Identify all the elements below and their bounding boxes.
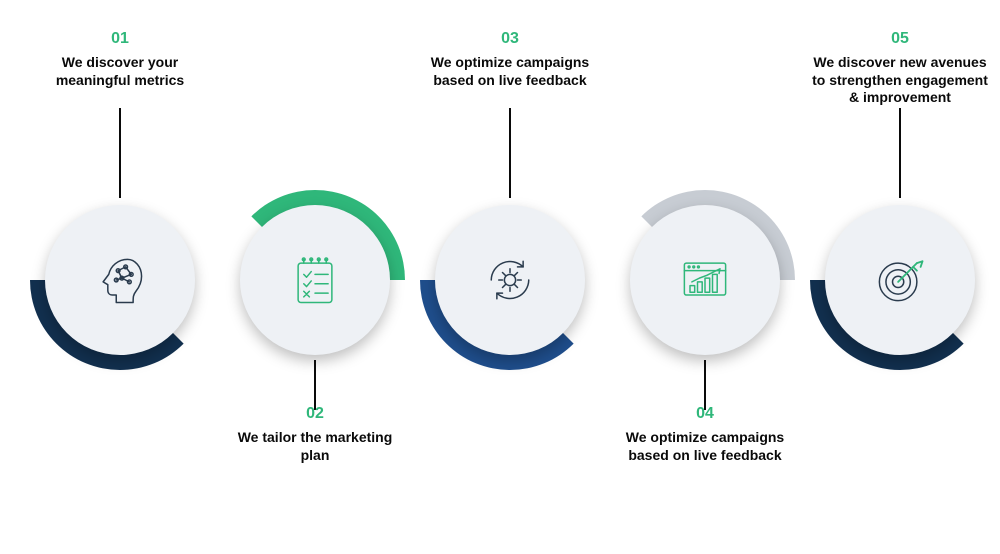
step-5-number: 05 (810, 30, 990, 48)
step-3-desc: We optimize campaigns based on live feed… (420, 54, 600, 89)
step-2-connector (314, 360, 316, 410)
step-2-label: 02 We tailor the marketing plan (225, 405, 405, 464)
step-5: 05 We discover new avenues to strengthen… (800, 0, 1000, 554)
step-4: 04 We optimize campaigns based on live f… (605, 0, 805, 554)
step-4-circle (630, 205, 780, 355)
step-4-connector (704, 360, 706, 410)
step-4-node (615, 190, 795, 370)
step-5-node (810, 190, 990, 370)
step-5-connector (899, 108, 901, 198)
step-5-circle (825, 205, 975, 355)
step-4-number: 04 (615, 405, 795, 423)
step-1: 01 We discover your meaningful metrics (20, 0, 220, 554)
checklist-icon (285, 250, 345, 310)
step-3-number: 03 (420, 30, 600, 48)
step-3-connector (509, 108, 511, 198)
step-3-node (420, 190, 600, 370)
gear-cycle-icon (480, 250, 540, 310)
step-5-desc: We discover new avenues to strengthen en… (810, 54, 990, 107)
step-1-desc: We discover your meaningful metrics (30, 54, 210, 89)
step-3-circle (435, 205, 585, 355)
step-3: 03 We optimize campaigns based on live f… (410, 0, 610, 554)
step-1-circle (45, 205, 195, 355)
step-1-number: 01 (30, 30, 210, 48)
step-2: 02 We tailor the marketing plan (215, 0, 415, 554)
step-2-node (225, 190, 405, 370)
target-icon (870, 250, 930, 310)
step-2-number: 02 (225, 405, 405, 423)
step-4-label: 04 We optimize campaigns based on live f… (615, 405, 795, 464)
analytics-icon (675, 250, 735, 310)
step-1-node (30, 190, 210, 370)
step-5-label: 05 We discover new avenues to strengthen… (810, 30, 990, 107)
step-4-desc: We optimize campaigns based on live feed… (615, 429, 795, 464)
step-2-desc: We tailor the marketing plan (225, 429, 405, 464)
step-1-connector (119, 108, 121, 198)
step-3-label: 03 We optimize campaigns based on live f… (420, 30, 600, 89)
step-2-circle (240, 205, 390, 355)
brain-head-icon (90, 250, 150, 310)
infographic-canvas: 01 We discover your meaningful metrics (0, 0, 1000, 554)
step-1-label: 01 We discover your meaningful metrics (30, 30, 210, 89)
